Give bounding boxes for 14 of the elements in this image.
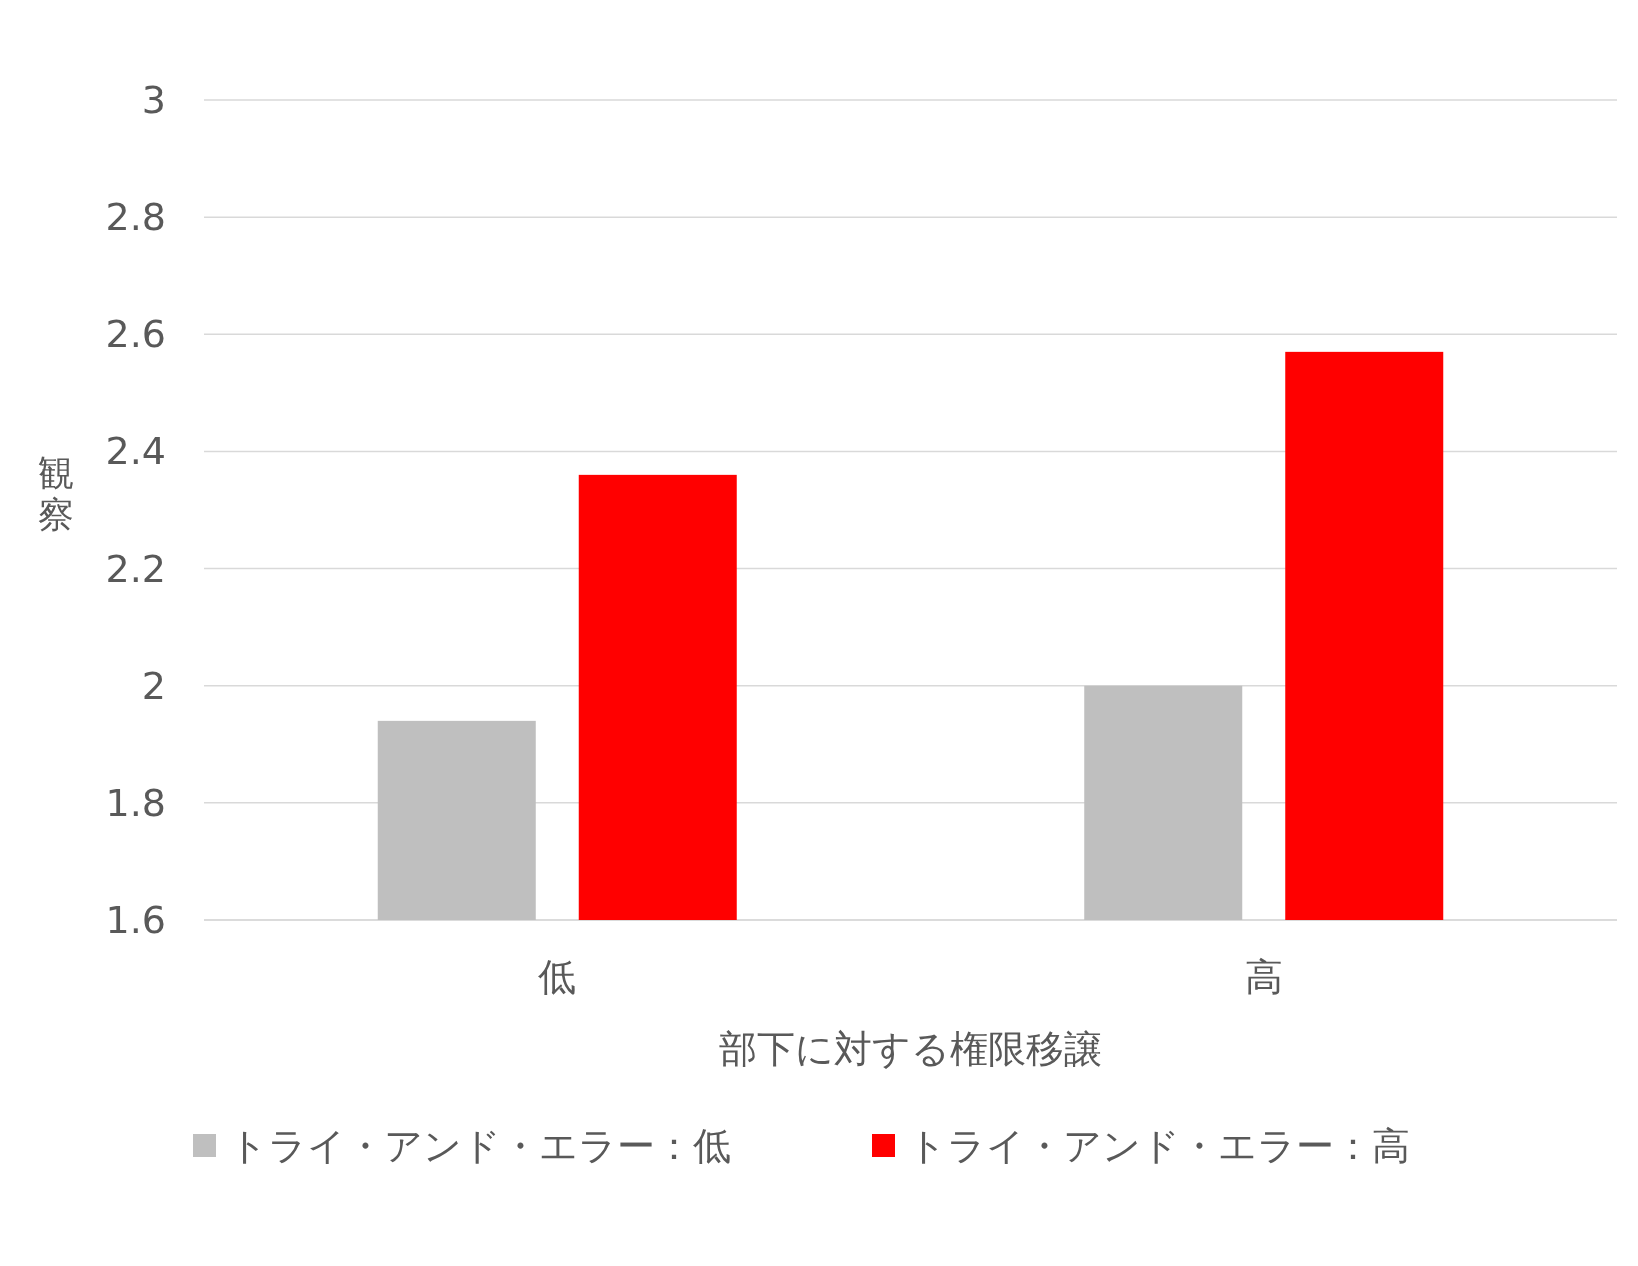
- y-tick-label: 2.8: [105, 195, 166, 240]
- y-tick-label: 2.6: [105, 312, 166, 357]
- x-tick-label: 低: [538, 955, 577, 999]
- y-tick-label: 2: [141, 663, 166, 708]
- y-tick-label: 2.4: [105, 429, 166, 474]
- x-axis-title: 部下に対する権限移譲: [719, 1027, 1102, 1071]
- legend-label: トライ・アンド・エラー：低: [229, 1124, 731, 1168]
- y-tick-label: 1.6: [105, 898, 166, 942]
- y-tick-label: 3: [141, 78, 166, 122]
- legend-label: トライ・アンド・エラー：高: [908, 1124, 1410, 1168]
- x-tick-label: 高: [1244, 955, 1283, 999]
- y-tick-label: 1.8: [105, 780, 166, 825]
- y-axis-title: 観察: [38, 452, 74, 535]
- y-tick-label: 2.2: [105, 546, 166, 591]
